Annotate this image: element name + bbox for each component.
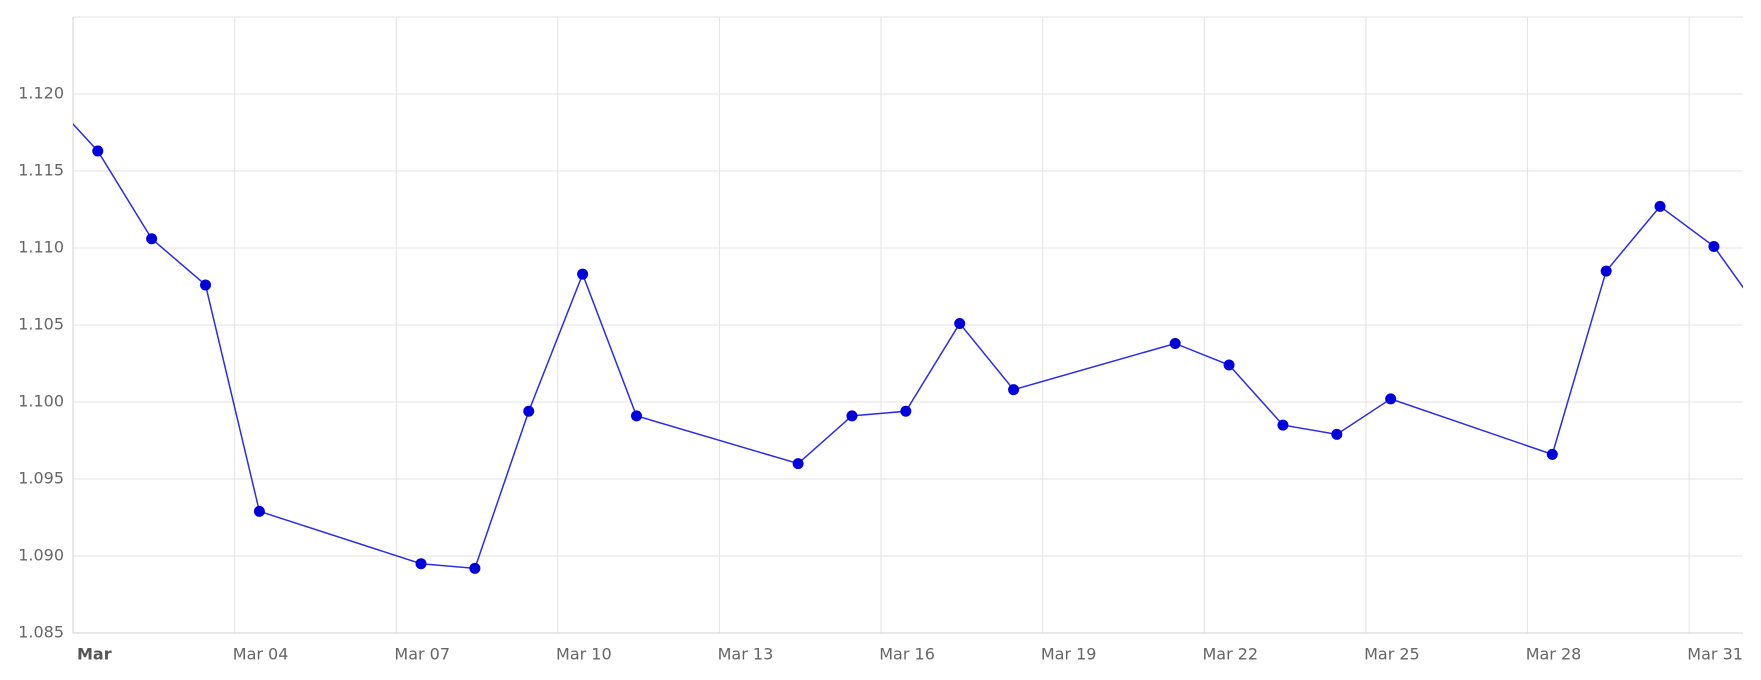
- y-tick-label: 1.115: [18, 161, 64, 180]
- x-tick-label: Mar 10: [556, 645, 612, 664]
- x-tick-label: Mar 07: [394, 645, 450, 664]
- y-tick-label: 1.090: [18, 546, 64, 565]
- grid: [73, 16, 1743, 634]
- x-tick-label: Mar 31: [1687, 645, 1743, 664]
- data-point: [1223, 359, 1235, 371]
- data-point: [1385, 393, 1397, 405]
- data-point: [954, 317, 966, 329]
- data-point: [900, 405, 912, 417]
- y-tick-label: 1.095: [18, 469, 64, 488]
- data-point: [1600, 265, 1612, 277]
- x-tick-label: Mar 28: [1526, 645, 1582, 664]
- data-point: [792, 458, 804, 470]
- series-line: [73, 122, 1743, 570]
- x-tick-label: Mar 25: [1364, 645, 1420, 664]
- data-point: [469, 562, 481, 574]
- data-point: [1708, 240, 1720, 252]
- data-point: [1008, 384, 1020, 396]
- data-point: [1654, 200, 1666, 212]
- y-tick-label: 1.110: [18, 238, 64, 257]
- x-tick-label: Mar 22: [1202, 645, 1258, 664]
- plot: [73, 122, 1743, 574]
- data-point: [1169, 337, 1181, 349]
- data-point: [200, 279, 212, 291]
- data-point: [846, 410, 858, 422]
- x-tick-label: Mar: [77, 645, 112, 664]
- x-tick-label: Mar 16: [879, 645, 935, 664]
- y-tick-label: 1.085: [18, 623, 64, 642]
- data-point: [630, 410, 642, 422]
- axes: 1.085 1.090 1.095 1.100 1.105 1.110 1.115 1.120…: [18, 17, 1743, 664]
- y-tick-label: 1.100: [18, 392, 64, 411]
- data-point: [415, 558, 427, 570]
- data-point: [253, 505, 265, 517]
- data-point: [1546, 448, 1558, 460]
- y-tick-label: 1.120: [18, 84, 64, 103]
- data-point: [577, 268, 589, 280]
- data-point: [1331, 428, 1343, 440]
- y-tick-label: 1.105: [18, 315, 64, 334]
- x-tick-label: Mar 13: [718, 645, 774, 664]
- data-point: [1277, 419, 1289, 431]
- data-point: [146, 233, 158, 245]
- x-tick-label: Mar 04: [233, 645, 289, 664]
- data-point: [523, 405, 535, 417]
- x-tick-label: Mar 19: [1041, 645, 1097, 664]
- data-point: [92, 145, 104, 157]
